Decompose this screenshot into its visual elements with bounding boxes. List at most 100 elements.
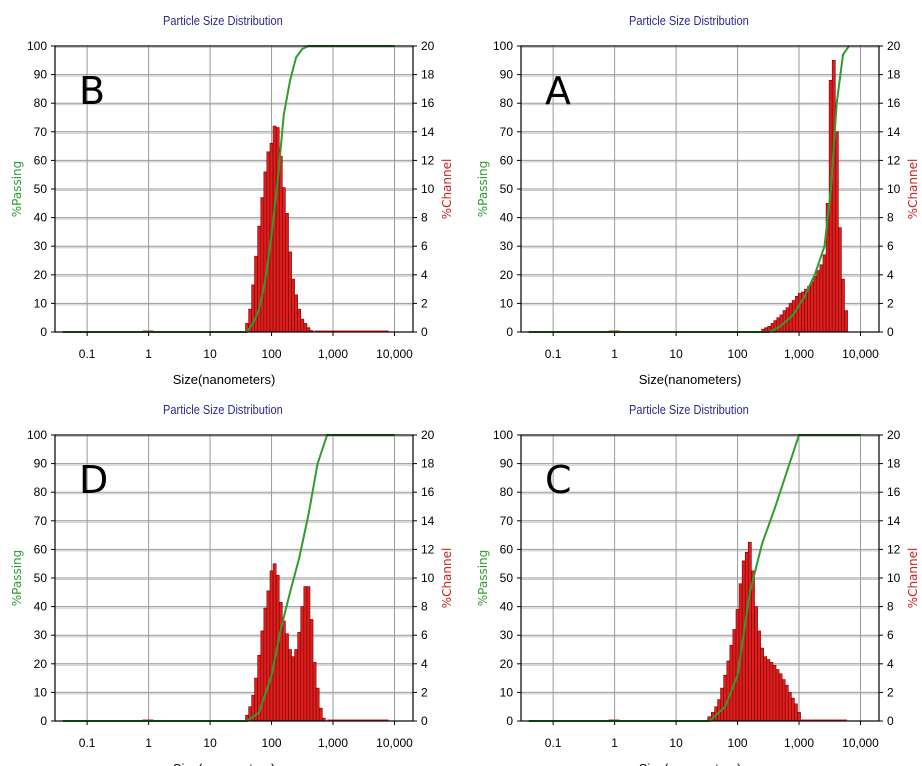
x-tick-label: 100 [262, 736, 282, 750]
y2-tick-label: 4 [421, 657, 428, 671]
channel-bar [285, 633, 289, 722]
y-tick-label: 50 [500, 182, 514, 196]
y2-tick-label: 10 [421, 182, 435, 196]
x-tick-label: 10,000 [376, 736, 413, 750]
y2-tick-label: 4 [887, 657, 894, 671]
grid [55, 434, 413, 722]
y-tick-label: 70 [500, 125, 514, 139]
channel-bar [723, 674, 728, 722]
channel-bar [263, 607, 268, 722]
chart-svg-b: 0102030405060708090100024681012141618200… [10, 39, 454, 387]
y-tick-label: 60 [500, 153, 514, 167]
y2-tick-label: 16 [421, 96, 435, 110]
x-axis-title: Size(nanometers) [639, 761, 742, 766]
channel-bar [819, 264, 824, 333]
channel-bar [318, 707, 323, 722]
chart-panel-c: Particle Size Distribution 0 10 20 30 40 50 60… [466, 389, 922, 766]
channel-bar [303, 586, 308, 722]
y2-tick-label: 4 [421, 268, 428, 282]
x-tick-label: 100 [728, 347, 748, 361]
x-tick-label: 1,000 [784, 347, 814, 361]
y2-tick-label: 14 [421, 514, 435, 528]
y-axis-right: 0 2 4 6 8 10 12 14 16 18 20 [413, 428, 435, 728]
y2-tick-label: 12 [887, 153, 901, 167]
channel-bar [769, 662, 774, 722]
chart-panel-d: Particle Size Distribution 0 10 20 30 40 50 60… [0, 389, 456, 766]
channel-bar [266, 151, 271, 333]
x-tick-label: 10,000 [376, 347, 413, 361]
channel-bar [281, 187, 286, 333]
y2-tick-label: 10 [887, 571, 901, 585]
channel-bar [294, 294, 298, 333]
x-axis: 0.1 1 10 100 1,000 10,000 [545, 332, 879, 361]
channel-bar [794, 703, 798, 722]
x-tick-label: 1 [611, 736, 618, 750]
x-tick-label: 0.1 [79, 736, 96, 750]
x-axis: 0.1 1 10 100 1,000 10,000 [79, 332, 413, 361]
y-axis-left: 0 10 20 30 40 50 60 70 80 90 100 [493, 428, 521, 728]
channel-bar [729, 644, 734, 722]
x-axis-title: Size(nanometers) [639, 372, 742, 387]
channel-bars [761, 59, 848, 333]
y-tick-label: 90 [500, 68, 514, 82]
y-tick-label: 80 [34, 96, 48, 110]
y2-tick-label: 14 [421, 125, 435, 139]
y-axis-title-left: %Passing [476, 550, 490, 607]
x-tick-label: 0.1 [79, 347, 96, 361]
x-tick-label: 0.1 [545, 736, 562, 750]
y2-tick-label: 18 [421, 68, 435, 82]
channel-bar [300, 606, 305, 722]
chart-svg-c: 0102030405060708090100024681012141618200… [476, 428, 920, 766]
channel-bar [838, 227, 842, 333]
y2-tick-label: 14 [887, 514, 901, 528]
channel-bar [813, 275, 818, 333]
y-axis-left: 0 10 20 30 40 50 60 70 80 90 100 [27, 428, 55, 728]
y-tick-label: 60 [34, 153, 48, 167]
channel-bar [272, 125, 277, 333]
channel-bar [751, 570, 755, 722]
y-tick-label: 90 [500, 457, 514, 471]
x-tick-label: 100 [728, 736, 748, 750]
y2-tick-label: 8 [421, 600, 428, 614]
y-tick-label: 80 [500, 485, 514, 499]
y2-tick-label: 2 [421, 685, 428, 699]
channel-bar [315, 687, 320, 722]
channel-bar [288, 251, 292, 333]
channel-bar [272, 563, 277, 722]
channel-bar [278, 602, 283, 722]
x-tick-label: 1 [145, 347, 152, 361]
y-tick-label: 10 [34, 685, 48, 699]
chart-panel-a: Particle Size Distribution 0 10 20 30 40 50 60… [466, 0, 922, 387]
channel-bar [260, 197, 265, 333]
x-axis: 0.1 1 10 100 1,000 10,000 [79, 721, 413, 750]
y-tick-label: 50 [34, 182, 48, 196]
channel-bar [297, 308, 302, 333]
x-tick-label: 10 [669, 736, 683, 750]
channel-bar [763, 656, 768, 722]
y2-tick-label: 20 [421, 428, 435, 442]
y2-tick-label: 0 [887, 325, 894, 339]
y2-tick-label: 12 [421, 153, 435, 167]
channel-bar [781, 679, 786, 722]
channel-bar [300, 318, 305, 333]
y-tick-label: 70 [34, 125, 48, 139]
chart-svg-a: 0102030405060708090100024681012141618200… [476, 39, 920, 387]
channel-bar [744, 551, 749, 722]
y2-tick-label: 12 [887, 542, 901, 556]
y-axis-right: 0 2 4 6 8 10 12 14 16 18 20 [879, 428, 901, 728]
y2-tick-label: 12 [421, 542, 435, 556]
x-axis-title: Size(nanometers) [173, 372, 276, 387]
x-tick-label: 10 [203, 347, 217, 361]
channel-bar [285, 213, 289, 333]
y-tick-label: 60 [500, 542, 514, 556]
y2-tick-label: 8 [887, 211, 894, 225]
y-axis-title-right: %Channel [440, 548, 454, 609]
x-tick-label: 1 [611, 347, 618, 361]
y-tick-label: 10 [500, 685, 514, 699]
channel-bar [266, 590, 271, 722]
channel-bar [303, 323, 308, 333]
x-tick-label: 1,000 [318, 347, 348, 361]
y-tick-label: 20 [34, 268, 48, 282]
y-tick-label: 70 [34, 514, 48, 528]
channel-bar [810, 281, 815, 333]
